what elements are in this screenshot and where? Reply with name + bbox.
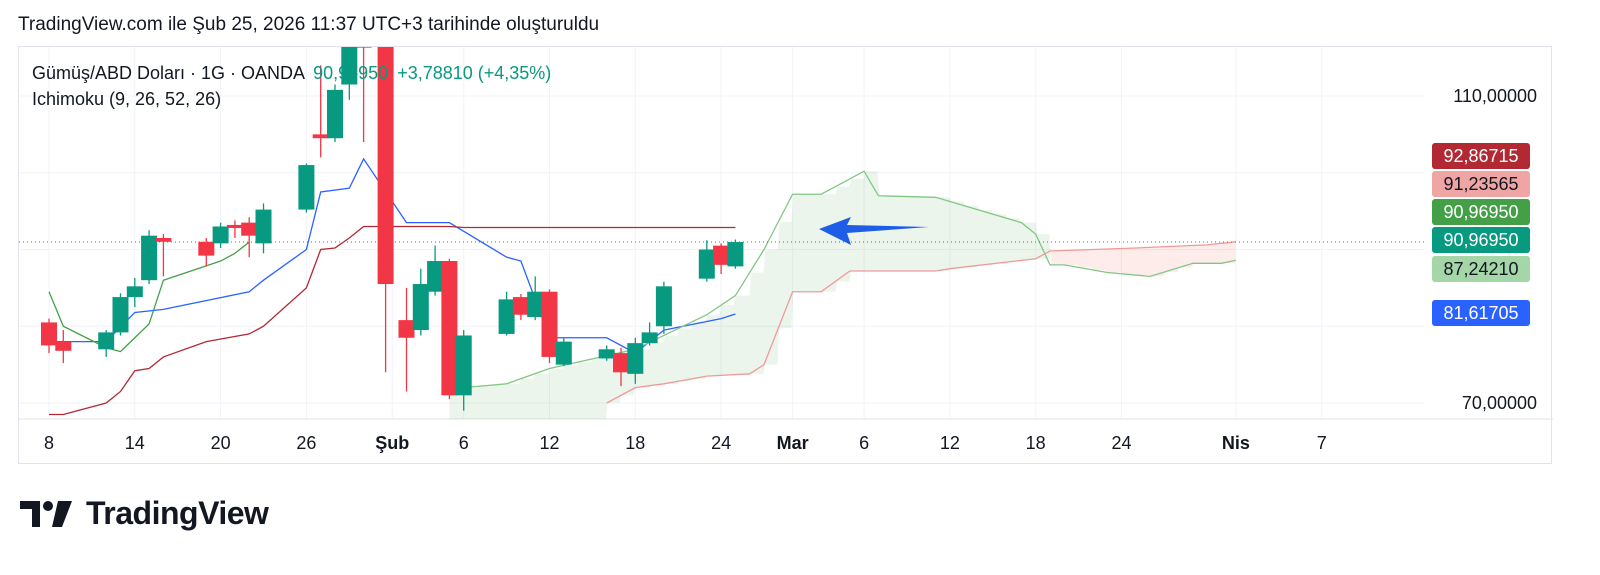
- time-axis-label: 26: [296, 433, 316, 453]
- candle-body: [627, 343, 644, 374]
- time-axis-label: 24: [1111, 433, 1131, 453]
- price-axis-label: 70,00000: [1462, 393, 1537, 413]
- price-axis-label: 110,00000: [1453, 86, 1537, 106]
- candle-body: [498, 299, 515, 334]
- price-tag: 81,61705: [1432, 300, 1530, 326]
- annotation-arrow: [819, 217, 929, 245]
- legend-symbol: Gümüş/ABD Doları · 1G · OANDA: [32, 63, 305, 83]
- candle-body: [613, 353, 629, 373]
- candle-body: [698, 249, 715, 279]
- price-chart[interactable]: 110,00000 70,00000 8 14 20 26 Şub 6 12 18 24 Mar 6 12…: [19, 47, 1553, 465]
- candle-body: [598, 349, 615, 359]
- chart-caption: TradingView.com ile Şub 25, 2026 11:37 U…: [18, 14, 600, 35]
- time-axis-label: 12: [539, 433, 559, 453]
- candle-body: [713, 245, 730, 265]
- time-axis-label: 18: [625, 433, 645, 453]
- candle-body: [327, 89, 343, 139]
- tradingview-brand: TradingView: [86, 495, 269, 531]
- candle-body: [527, 291, 544, 318]
- cloud-bearish: [1051, 243, 1236, 277]
- cloud-bullish: [449, 171, 1052, 419]
- price-tag: 90,96950: [1432, 227, 1530, 253]
- candle-body: [441, 261, 458, 396]
- time-axis-label: 8: [44, 433, 54, 453]
- tradingview-logo[interactable]: TradingView: [20, 495, 269, 532]
- candle-body: [427, 261, 444, 292]
- candle-body: [241, 222, 258, 236]
- time-axis-label: 6: [859, 433, 869, 453]
- candle-body: [455, 335, 472, 396]
- time-axis-label: 6: [459, 433, 469, 453]
- legend-price: 90,96950: [313, 63, 389, 83]
- candle-body: [341, 47, 358, 85]
- candle-body: [298, 165, 315, 210]
- time-axis-label: 12: [940, 433, 960, 453]
- candle-body: [655, 286, 672, 327]
- candle-body: [198, 241, 215, 256]
- candle-body: [312, 134, 329, 139]
- candle-body: [255, 209, 272, 244]
- candle-body: [727, 242, 744, 267]
- candle-body: [377, 47, 394, 285]
- time-axis-label: 20: [211, 433, 231, 453]
- time-axis-label: 14: [125, 433, 145, 453]
- chikou-line: [48, 241, 250, 353]
- price-tag: 90,96950: [1432, 199, 1530, 225]
- candle-body: [98, 332, 115, 350]
- candle-body: [141, 235, 158, 281]
- tenkan-line: [49, 157, 736, 354]
- price-tag: 91,23565: [1432, 171, 1530, 197]
- time-axis-label: Şub: [375, 433, 409, 453]
- candle-body: [41, 322, 57, 346]
- candle-body: [512, 297, 529, 315]
- candle-body: [641, 332, 658, 344]
- candle-body: [226, 224, 243, 229]
- price-tag: 87,24210: [1432, 256, 1530, 282]
- candle-body: [398, 320, 415, 338]
- candle-body: [355, 47, 372, 48]
- time-axis-label: 24: [711, 433, 731, 453]
- candle-body: [155, 237, 172, 242]
- chart-frame[interactable]: 110,00000 70,00000 8 14 20 26 Şub 6 12 18 24 Mar 6 12…: [18, 46, 1553, 465]
- candle-body: [412, 284, 429, 331]
- senkou-b-line: [606, 241, 1236, 404]
- time-axis-label: 18: [1026, 433, 1046, 453]
- candle-body: [126, 286, 143, 298]
- candle-body: [555, 341, 572, 365]
- legend-indicator[interactable]: Ichimoku (9, 26, 52, 26): [32, 89, 222, 109]
- legend-change: +3,78810 (+4,35%): [397, 63, 552, 83]
- kijun-line: [49, 225, 736, 416]
- candle-body: [212, 226, 229, 244]
- tradingview-logo-icon: [20, 500, 72, 527]
- candle-body: [55, 341, 72, 351]
- price-tag: 92,86715: [1432, 143, 1530, 169]
- time-axis-label: Nis: [1222, 433, 1250, 453]
- time-axis-label: 7: [1317, 433, 1327, 453]
- candle-body: [541, 291, 558, 357]
- candle-body: [112, 297, 129, 333]
- time-axis-label: Mar: [777, 433, 809, 453]
- chart-legend: Gümüş/ABD Doları · 1G · OANDA 90,96950 +…: [32, 60, 551, 112]
